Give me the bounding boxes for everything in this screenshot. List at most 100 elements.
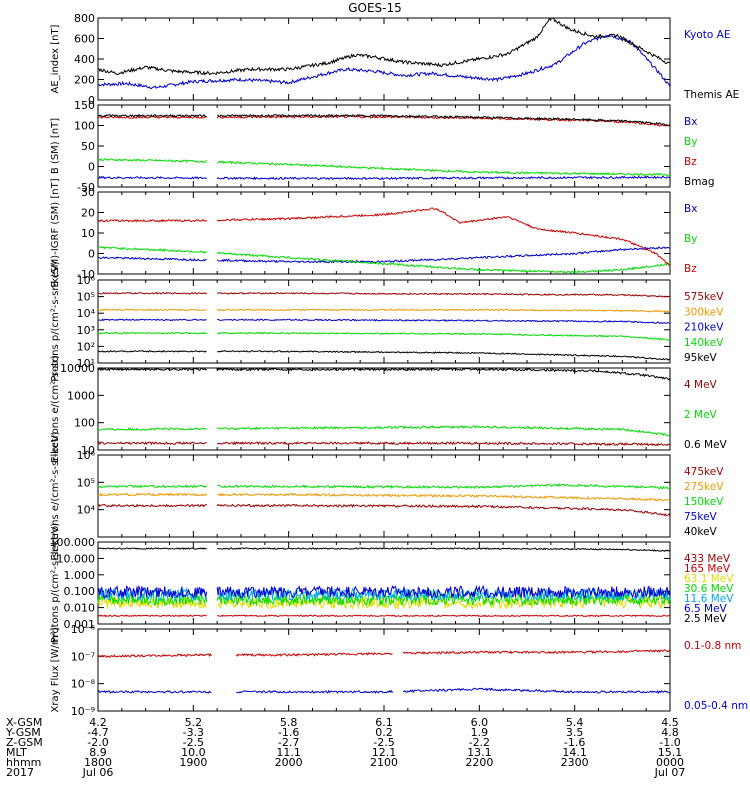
legend-label: 0.6 MeV bbox=[684, 439, 728, 451]
legend-label: 2 MeV bbox=[684, 409, 718, 421]
legend-label: Themis AE bbox=[683, 89, 739, 101]
y-tick-label: 10³ bbox=[77, 324, 95, 337]
legend-label: 30.6 MeV bbox=[684, 583, 734, 595]
time-axis-cell: 5.2 bbox=[184, 716, 203, 729]
series-line bbox=[97, 175, 671, 181]
time-axis-cell: 2000 bbox=[274, 756, 303, 769]
y-tick-label: 10⁴ bbox=[77, 307, 96, 320]
legend-label: 95keV bbox=[684, 352, 718, 364]
y-tick-label: 10⁶ bbox=[77, 274, 96, 287]
time-axis-cell: 8.9 bbox=[89, 746, 107, 759]
legend-label: 63.1 MeV bbox=[684, 573, 734, 585]
legend-label: Bz bbox=[684, 156, 697, 168]
panel-frame bbox=[97, 541, 671, 625]
time-axis-cell: 4.8 bbox=[661, 726, 679, 739]
y-tick-label: 10 bbox=[81, 227, 95, 240]
time-axis-cell: -2.0 bbox=[87, 736, 109, 749]
y-tick-label: 10⁻⁹ bbox=[71, 705, 95, 718]
legend-label: 140keV bbox=[684, 337, 724, 349]
legend-label: 0.1-0.8 nm bbox=[684, 640, 741, 652]
y-tick-label: 600 bbox=[74, 33, 95, 46]
time-row-label: hhmm bbox=[6, 756, 42, 769]
time-axis-cell: 5.8 bbox=[279, 716, 298, 729]
time-axis-cell: -1.0 bbox=[659, 736, 681, 749]
time-axis-cell: -2.5 bbox=[373, 736, 395, 749]
y-tick-label: 100 bbox=[74, 120, 95, 133]
legend-label: 300keV bbox=[684, 306, 724, 318]
y-tick-label: 20 bbox=[81, 207, 95, 220]
y-tick-label: 0 bbox=[88, 94, 95, 107]
time-axis-cell: Jul 06 bbox=[82, 766, 114, 779]
panel-frame bbox=[97, 628, 671, 712]
legend-label: Bmag bbox=[684, 176, 715, 188]
series-line bbox=[97, 483, 671, 490]
y-axis-label: B (SM) [nT] bbox=[50, 118, 61, 174]
series-line bbox=[97, 246, 671, 274]
legend-label: Bx bbox=[684, 203, 697, 215]
y-tick-label: 10⁻⁸ bbox=[71, 678, 96, 691]
time-axis-cell: 14.1 bbox=[562, 746, 587, 759]
y-tick-label: 10 bbox=[81, 444, 95, 457]
y-tick-label: 100 bbox=[74, 417, 95, 430]
time-axis-cell: 13.1 bbox=[467, 746, 492, 759]
series-line bbox=[97, 350, 671, 361]
y-tick-label: 400 bbox=[74, 53, 95, 66]
time-axis-cell: 1800 bbox=[84, 756, 112, 769]
series-line bbox=[97, 308, 671, 314]
y-tick-label: 10000 bbox=[60, 362, 95, 375]
time-axis-cell: 1900 bbox=[179, 756, 208, 769]
time-axis-cell: -1.6 bbox=[563, 736, 586, 749]
y-tick-label: 1.000 bbox=[64, 569, 96, 582]
time-axis-cell: 4.5 bbox=[661, 716, 679, 729]
legend-label: 0.05-0.4 nm bbox=[684, 700, 748, 712]
time-row-label: 2017 bbox=[6, 766, 34, 779]
time-axis-cell: 5.4 bbox=[565, 716, 584, 729]
legend-label: 11.6 MeV bbox=[684, 593, 734, 605]
time-axis-cell: -2.5 bbox=[182, 736, 205, 749]
y-tick-label: 0 bbox=[88, 161, 95, 174]
series-line bbox=[97, 34, 671, 90]
y-axis-label: Xray Flux [W/m²] bbox=[50, 627, 61, 712]
time-axis-cell: 2100 bbox=[370, 756, 398, 769]
series-line bbox=[97, 584, 671, 599]
y-tick-label: 30 bbox=[81, 186, 95, 199]
time-row-label: MLT bbox=[6, 746, 27, 759]
panel-frame bbox=[97, 367, 671, 451]
time-axis-cell: 3.5 bbox=[565, 726, 584, 739]
y-axis-label: Protons p/(cm²-s-sr-keV) bbox=[50, 261, 61, 382]
series-line bbox=[97, 246, 671, 264]
legend-label: 275keV bbox=[684, 481, 724, 493]
series-line bbox=[97, 331, 671, 341]
y-tick-label: 10⁶ bbox=[77, 449, 96, 462]
time-axis-cell: 10.0 bbox=[181, 746, 206, 759]
time-axis-cell: -2.7 bbox=[277, 736, 300, 749]
y-axis-label: Electrons e/(cm²-s-sr-keV) bbox=[50, 431, 61, 560]
y-tick-label: 0.010 bbox=[64, 602, 96, 615]
y-axis-label: Protons p/(cm²-s-sr-keV) bbox=[50, 523, 61, 644]
time-axis-cell: Jul 07 bbox=[654, 766, 686, 779]
y-axis-label: B (SM)-IGRF (SM) [nT] bbox=[50, 178, 61, 287]
legend-label: 40keV bbox=[684, 526, 718, 538]
y-tick-label: 150 bbox=[74, 99, 95, 112]
y-tick-label: 10¹ bbox=[77, 357, 95, 370]
time-row-label: X-GSM bbox=[6, 716, 43, 729]
y-tick-label: -50 bbox=[77, 181, 95, 194]
y-tick-label: 100.000 bbox=[50, 536, 96, 549]
legend-label: Bz bbox=[684, 263, 697, 275]
y-tick-label: 50 bbox=[81, 140, 95, 153]
legend-label: By bbox=[684, 233, 697, 245]
y-tick-label: 200 bbox=[74, 74, 95, 87]
series-line bbox=[97, 158, 671, 177]
legend-label: By bbox=[684, 136, 697, 148]
time-axis-cell: -1.6 bbox=[277, 726, 300, 739]
legend-label: Bx bbox=[684, 116, 697, 128]
time-axis-cell: 1.9 bbox=[470, 726, 489, 739]
series-line bbox=[97, 503, 671, 517]
y-tick-label: 1000 bbox=[67, 389, 95, 402]
time-axis-cell: 11.1 bbox=[276, 746, 301, 759]
legend-label: 4 MeV bbox=[684, 379, 718, 391]
y-tick-label: 10⁵ bbox=[77, 476, 95, 489]
series-line bbox=[97, 115, 671, 127]
legend-label: 150keV bbox=[684, 496, 724, 508]
